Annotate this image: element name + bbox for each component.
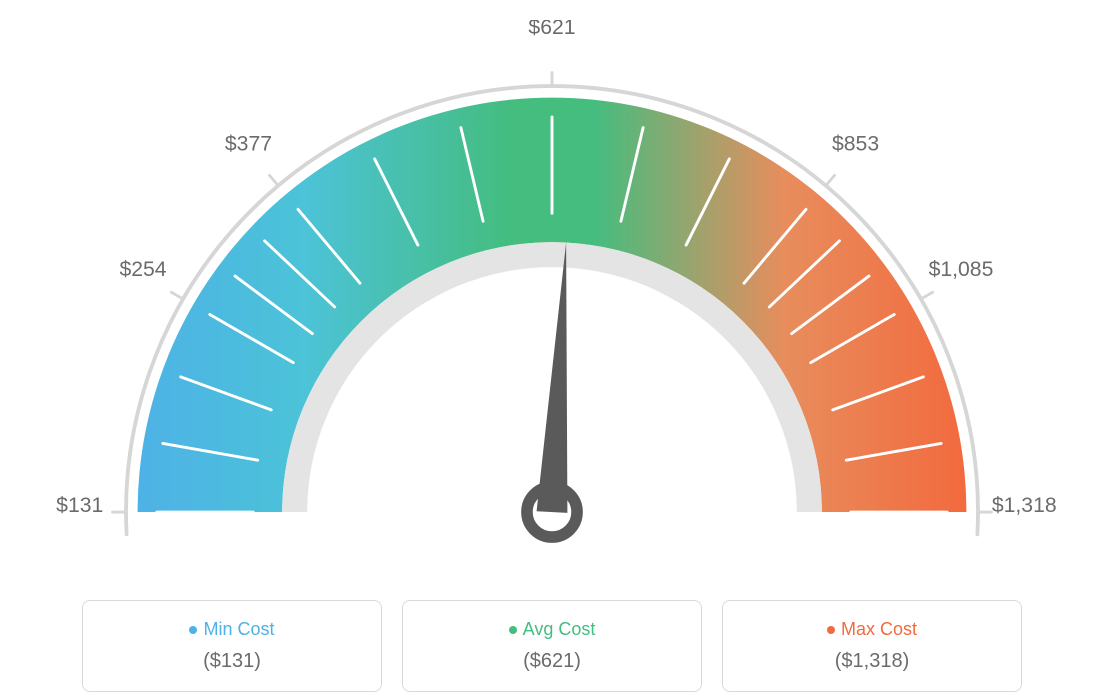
- legend-title-avg: Avg Cost: [403, 619, 701, 640]
- legend-title-text: Avg Cost: [523, 619, 596, 639]
- gauge-needle: [537, 243, 568, 513]
- gauge-tick-label: $131: [56, 494, 103, 517]
- legend-title-max: Max Cost: [723, 619, 1021, 640]
- gauge-outer-tick: [171, 292, 183, 299]
- legend-dot-icon: [827, 626, 835, 634]
- gauge-tick-label: $1,318: [992, 494, 1057, 517]
- gauge-svg: $131 $254 $377 $621 $853 $1,085 $1,318: [20, 20, 1084, 580]
- legend-card-max: Max Cost ($1,318): [722, 600, 1022, 692]
- legend-value-max: ($1,318): [723, 650, 1021, 673]
- legend-card-min: Min Cost ($131): [82, 600, 382, 692]
- legend-title-min: Min Cost: [83, 619, 381, 640]
- gauge-tick-label: $621: [528, 20, 575, 39]
- legend-title-text: Max Cost: [841, 619, 917, 639]
- legend-dot-icon: [509, 626, 517, 634]
- gauge-chart: $131 $254 $377 $621 $853 $1,085 $1,318: [20, 20, 1084, 580]
- gauge-tick-label: $254: [119, 258, 166, 281]
- legend-title-text: Min Cost: [203, 619, 274, 639]
- legend-dot-icon: [189, 626, 197, 634]
- gauge-tick-label: $377: [225, 132, 272, 155]
- gauge-tick-label: $853: [832, 132, 879, 155]
- legend-value-avg: ($621): [403, 650, 701, 673]
- gauge-outer-tick: [921, 292, 933, 299]
- legend-row: Min Cost ($131) Avg Cost ($621) Max Cost ($1,…: [20, 600, 1084, 692]
- gauge-tick-label: $1,085: [929, 258, 994, 281]
- gauge-outer-tick: [826, 175, 835, 185]
- gauge-outer-tick: [270, 175, 279, 185]
- legend-value-min: ($131): [83, 650, 381, 673]
- legend-card-avg: Avg Cost ($621): [402, 600, 702, 692]
